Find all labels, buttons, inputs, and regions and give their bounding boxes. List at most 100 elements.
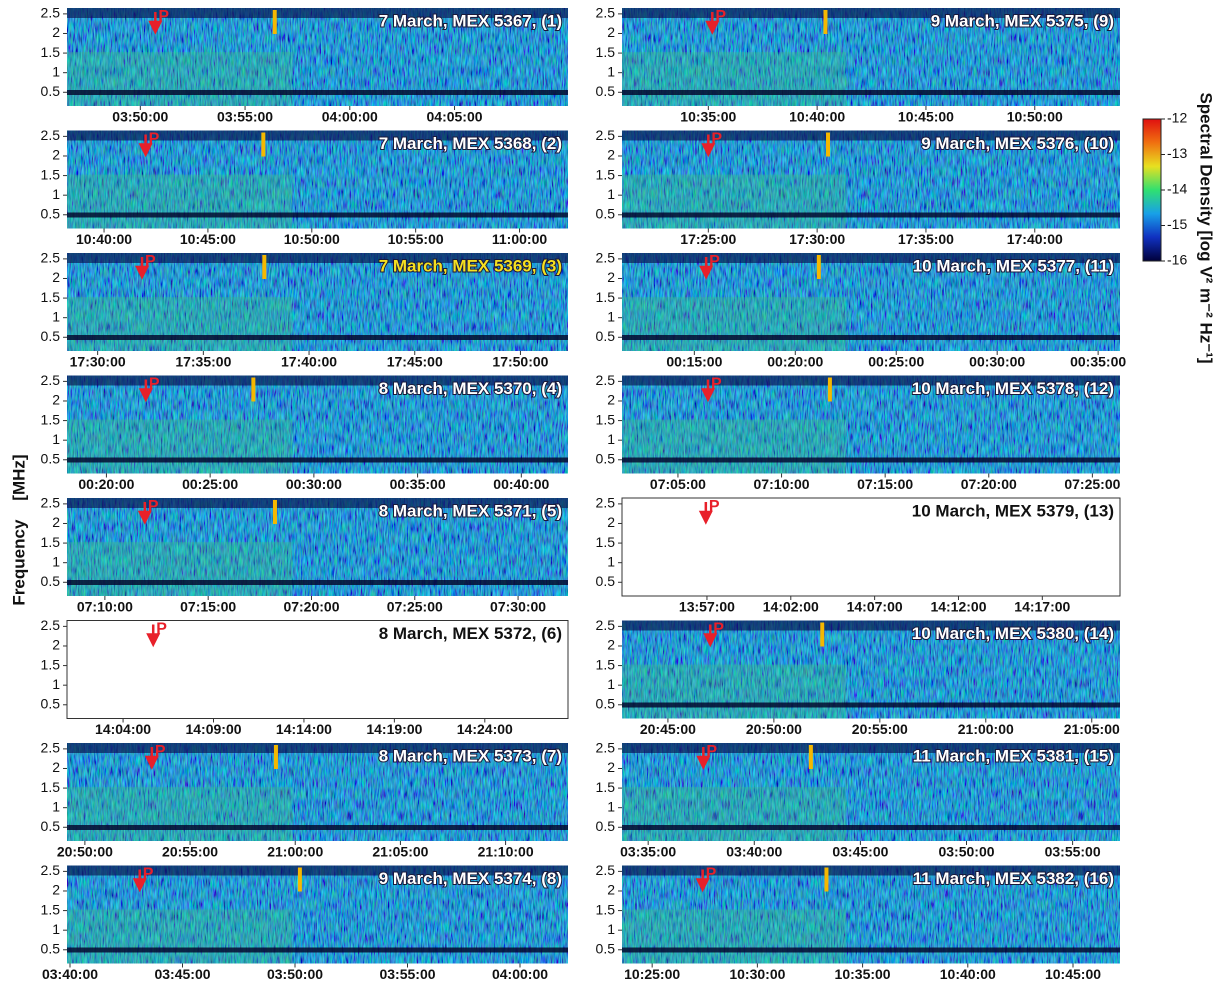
y-tick-label: 2 (52, 514, 60, 530)
x-tick-label: 17:35:00 (898, 231, 954, 247)
spectrogram-dark-band (67, 458, 568, 463)
x-tick-label: 07:10:00 (77, 599, 133, 615)
x-tick-label: 03:45:00 (154, 966, 210, 982)
x-tick-label: 03:55:00 (379, 966, 435, 982)
x-tick-label: 00:35:00 (390, 476, 446, 492)
spectrogram-emission (67, 910, 292, 964)
y-tick-label: 2 (52, 147, 60, 163)
x-tick-label: 04:00:00 (492, 966, 548, 982)
x-tick-label: 07:05:00 (650, 476, 706, 492)
panel-title: 10 March, MEX 5379, (13) (912, 501, 1114, 520)
event-bar (251, 378, 255, 402)
x-tick-label: 14:14:00 (276, 721, 332, 737)
colorbar-label: Spectral Density [log V² m⁻² Hz⁻¹] (1197, 92, 1216, 363)
x-tick-label: 10:40:00 (789, 109, 845, 125)
y-tick-label: 2 (52, 882, 60, 898)
y-tick-label: 2.5 (41, 495, 61, 511)
y-tick-label: 0.5 (41, 328, 61, 344)
y-tick-label: 0.5 (41, 940, 61, 956)
colorbar-tick-label: -12 (1167, 110, 1187, 126)
x-tick-label: 14:17:00 (1014, 599, 1070, 615)
spectrogram-dark-band (67, 580, 568, 585)
event-bar (826, 133, 830, 157)
spectrogram-dark-band (622, 948, 1120, 953)
spectrogram-emission (622, 420, 846, 474)
panel: 0.511.522.510:35:0010:40:0010:45:0010:50… (596, 5, 1120, 125)
event-bar (823, 10, 827, 34)
x-tick-label: 10:45:00 (180, 231, 236, 247)
spectrogram-dark-band (622, 213, 1120, 218)
y-tick-label: 0.5 (596, 573, 616, 589)
x-tick-label: 03:55:00 (1045, 844, 1101, 860)
y-tick-label: 1.5 (596, 166, 616, 182)
y-tick-label: 2.5 (596, 862, 616, 878)
colorbar (1143, 119, 1161, 261)
x-tick-label: 21:10:00 (478, 844, 534, 860)
x-tick-label: 17:30:00 (70, 354, 126, 370)
y-tick-label: 1.5 (41, 44, 61, 60)
y-tick-label: 0.5 (41, 205, 61, 221)
panel-title: 7 March, MEX 5369, (3) (379, 256, 562, 275)
panel-title: 9 March, MEX 5376, (10) (921, 134, 1114, 153)
y-tick-label: 2 (52, 759, 60, 775)
y-tick-label: 0.5 (596, 450, 616, 466)
spectrogram-emission (67, 297, 292, 351)
x-tick-label: 00:30:00 (286, 476, 342, 492)
y-tick-label: 2.5 (596, 740, 616, 756)
x-tick-label: 07:15:00 (180, 599, 236, 615)
y-tick-label: 2 (607, 269, 615, 285)
panel-title: 11 March, MEX 5382, (16) (913, 869, 1114, 888)
panel-title: 7 March, MEX 5368, (2) (379, 134, 562, 153)
colorbar-tick-label: -14 (1167, 181, 1187, 197)
y-tick-label: 2 (607, 637, 615, 653)
panel-title: 10 March, MEX 5380, (14) (912, 624, 1114, 643)
y-tick-label: 1 (52, 308, 60, 324)
y-tick-label: 1.5 (41, 779, 61, 795)
y-tick-label: 1.5 (41, 166, 61, 182)
x-tick-label: 14:04:00 (95, 721, 151, 737)
x-tick-label: 07:20:00 (283, 599, 339, 615)
event-bar (274, 745, 278, 769)
panel: 0.511.522.513:57:0014:02:0014:07:0014:12… (596, 495, 1120, 615)
spectrogram-emission (622, 910, 846, 964)
event-bar (809, 745, 813, 769)
spectrogram-emission (67, 787, 292, 841)
panel: 0.511.522.517:30:0017:35:0017:40:0017:45… (41, 250, 568, 370)
y-tick-label: 0.5 (596, 818, 616, 834)
y-tick-label: 0.5 (596, 328, 616, 344)
spectrogram-emission (67, 175, 292, 229)
y-tick-label: 2 (607, 147, 615, 163)
figure: Frequency [MHz] Spectral Density [log V²… (0, 0, 1225, 987)
x-tick-label: 10:50:00 (284, 231, 340, 247)
x-tick-label: 10:45:00 (898, 109, 954, 125)
event-bar (273, 10, 277, 34)
y-tick-label: 1 (52, 553, 60, 569)
spectrogram-emission (67, 542, 292, 596)
x-tick-label: 14:02:00 (763, 599, 819, 615)
x-tick-label: 00:25:00 (182, 476, 238, 492)
panel: 0.511.522.500:15:0000:20:0000:25:0000:30… (596, 250, 1127, 370)
p-marker-label: P (149, 131, 160, 148)
y-tick-label: 1.5 (596, 44, 616, 60)
spectrogram-dark-band (67, 948, 568, 953)
p-marker-label: P (149, 376, 160, 393)
y-tick-label: 0.5 (41, 450, 61, 466)
x-tick-label: 00:25:00 (868, 354, 924, 370)
x-tick-label: 17:25:00 (680, 231, 736, 247)
y-tick-label: 2.5 (41, 617, 61, 633)
y-tick-label: 0.5 (41, 818, 61, 834)
spectrogram-dark-band (622, 90, 1120, 95)
x-tick-label: 20:45:00 (640, 721, 696, 737)
x-tick-label: 14:12:00 (930, 599, 986, 615)
y-tick-label: 0.5 (596, 940, 616, 956)
y-tick-label: 2.5 (596, 372, 616, 388)
p-marker-label: P (715, 8, 726, 25)
x-tick-label: 10:30:00 (729, 966, 785, 982)
x-tick-label: 14:07:00 (847, 599, 903, 615)
spectrogram-emission (622, 665, 846, 719)
colorbar-tick-label: -15 (1167, 216, 1187, 232)
x-tick-label: 04:05:00 (427, 109, 483, 125)
panel-title: 11 March, MEX 5381, (15) (913, 746, 1114, 765)
y-tick-label: 1 (607, 63, 615, 79)
panel-title: 8 March, MEX 5372, (6) (379, 624, 562, 643)
